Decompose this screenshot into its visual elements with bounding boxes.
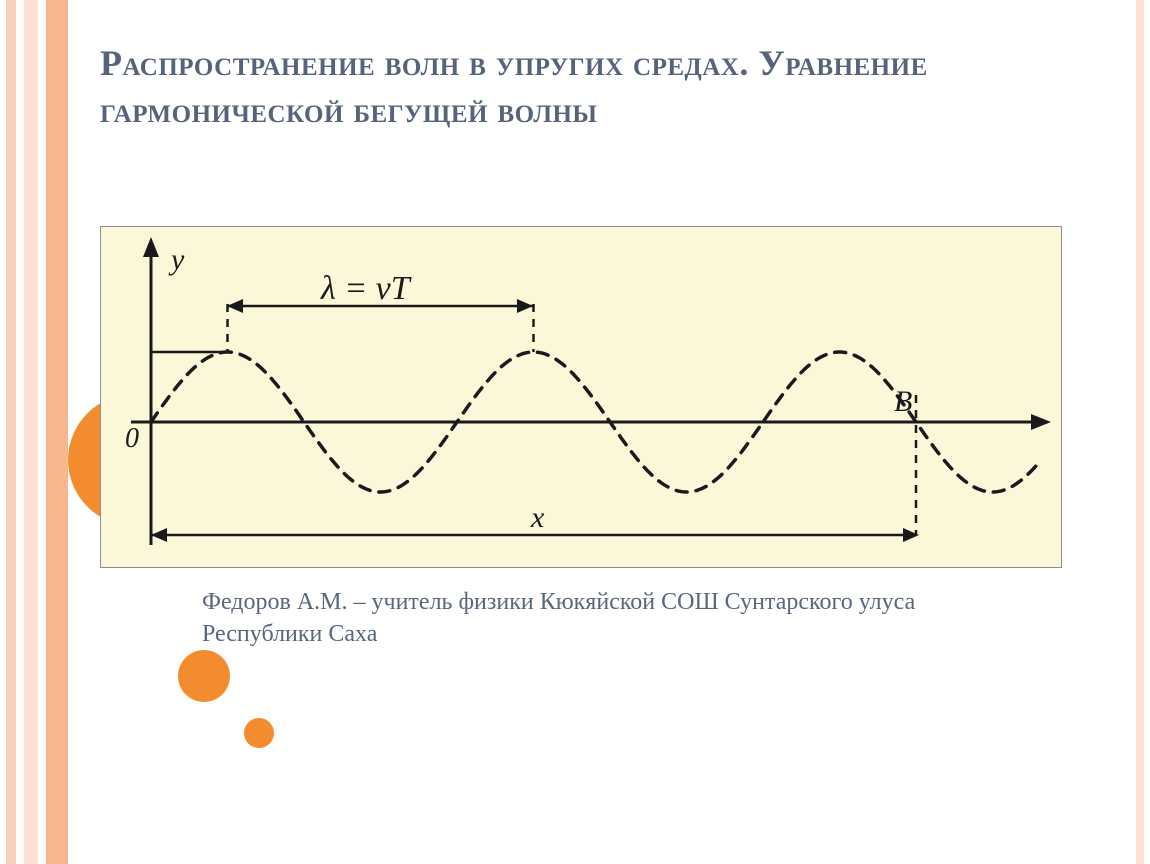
slide: Распространение волн в упругих средах. У… [0,0,1150,864]
deco-circle [178,650,230,702]
author-credit: Федоров А.М. – учитель физики Кюкяйской … [202,586,1002,651]
deco-stripe [46,0,68,864]
deco-stripe [24,0,38,864]
origin-label: 0 [125,423,139,454]
deco-circle [244,718,274,748]
lambda-formula: λ = νT [320,270,412,307]
wave-chart: y 0 x B λ = νT [100,226,1062,568]
deco-stripe [6,0,16,864]
x-axis-label: x [530,501,545,534]
y-axis-label: y [168,243,185,276]
deco-stripe [1136,0,1144,864]
point-b-label: B [894,385,912,418]
page-title: Распространение волн в упругих средах. У… [100,40,1040,134]
wave-svg: y 0 x B λ = νT [101,227,1061,567]
